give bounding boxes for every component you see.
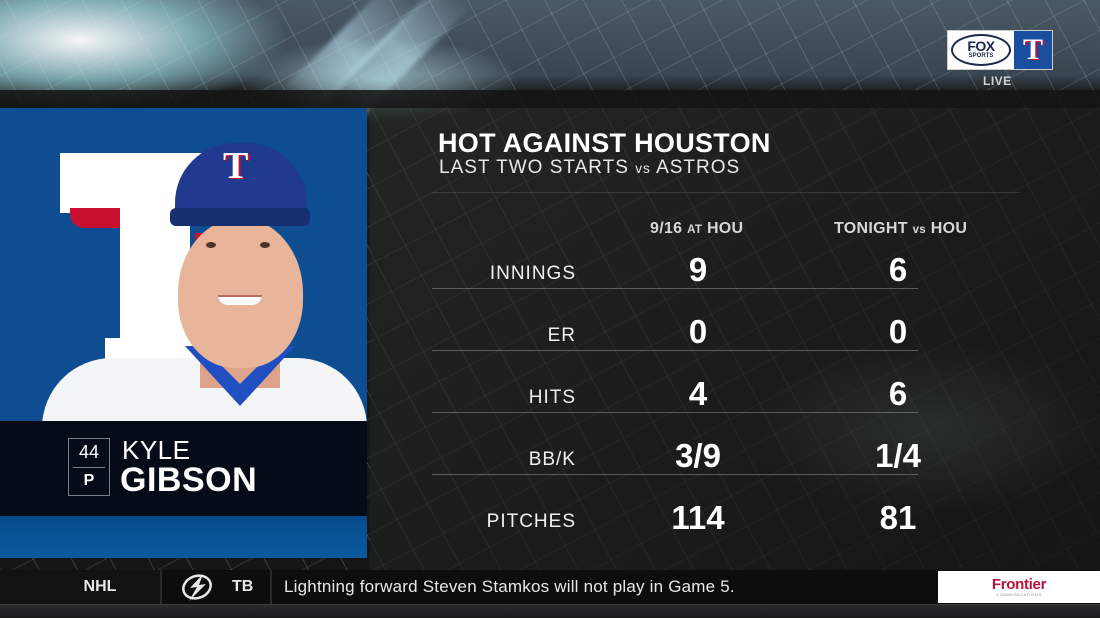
ticker-bottom-bar <box>0 604 1100 618</box>
stats-panel-background <box>370 108 1100 570</box>
stat-value-game-2: 0 <box>888 313 908 350</box>
sponsor-tagline: COMMUNICATIONS <box>996 592 1042 597</box>
stat-value-game-1: 4 <box>688 375 708 412</box>
fox-logo-text: FOX <box>967 38 995 54</box>
stat-label: ER <box>547 325 576 346</box>
stat-row-bb-k: BB/K 3/9 1/4 <box>432 413 921 475</box>
stat-row-innings: INNINGS 9 6 <box>432 227 918 289</box>
eye <box>206 242 216 248</box>
sponsor-name: Frontier <box>991 576 1047 593</box>
jersey-number: 44 <box>78 442 100 462</box>
smile <box>218 295 262 305</box>
stat-label: BB/K <box>528 449 576 470</box>
column-header-game-2: TONIGHT vs HOU <box>834 220 968 237</box>
live-indicator: LIVE <box>983 74 1012 88</box>
player-first-name: KYLE <box>122 435 191 465</box>
news-ticker: NHL TB Lightning forward Steven Stamkos … <box>0 570 1100 604</box>
stat-label: PITCHES <box>486 511 576 532</box>
player-head <box>178 218 303 368</box>
stat-value-game-1: 3/9 <box>675 437 721 474</box>
stat-value-game-1: 114 <box>671 499 725 536</box>
eye <box>260 242 270 248</box>
ticker-team: TB <box>232 570 272 604</box>
title-divider <box>432 192 1020 193</box>
player-last-name: GIBSON <box>120 461 258 499</box>
jersey-number-box: 44 P <box>68 438 110 496</box>
stat-value-game-2: 6 <box>888 251 908 288</box>
stats-subtitle: LAST TWO STARTS vs ASTROS <box>439 157 741 178</box>
stat-value-game-1: 9 <box>688 251 708 288</box>
broadcast-logo-bug: FOX SPORTS T <box>947 30 1053 70</box>
fox-sports-logo: FOX SPORTS <box>948 31 1014 69</box>
player-photo: T <box>0 108 367 421</box>
stats-title: HOT AGAINST HOUSTON <box>438 128 771 158</box>
stat-row-er: ER 0 0 <box>432 289 918 351</box>
stat-value-game-2: 1/4 <box>875 437 921 474</box>
stat-label: HITS <box>528 387 576 408</box>
rangers-logo-letter: T <box>1022 33 1043 66</box>
ticker-league: NHL <box>0 570 162 604</box>
column-header-game-1: 9/16 AT HOU <box>650 220 744 237</box>
stat-row-hits: HITS 4 6 <box>432 351 918 413</box>
lightning-bolt-icon <box>162 570 232 604</box>
player-nameplate: 44 P KYLE GIBSON <box>0 421 367 516</box>
player-position: P <box>83 472 95 489</box>
stat-row-pitches: PITCHES 114 81 <box>432 475 918 537</box>
nameplate-footer <box>0 516 367 558</box>
sports-logo-text: SPORTS <box>968 53 994 59</box>
top-band <box>0 90 1100 108</box>
rangers-logo: T <box>1014 31 1052 69</box>
stat-value-game-2: 6 <box>888 375 908 412</box>
sponsor-logo: Frontier COMMUNICATIONS <box>938 571 1100 603</box>
stat-value-game-2: 81 <box>879 499 917 536</box>
stat-label: INNINGS <box>489 263 576 284</box>
ticker-headline: Lightning forward Steven Stamkos will no… <box>284 577 735 596</box>
stat-value-game-1: 0 <box>688 313 708 350</box>
cap-logo: T <box>223 145 249 187</box>
